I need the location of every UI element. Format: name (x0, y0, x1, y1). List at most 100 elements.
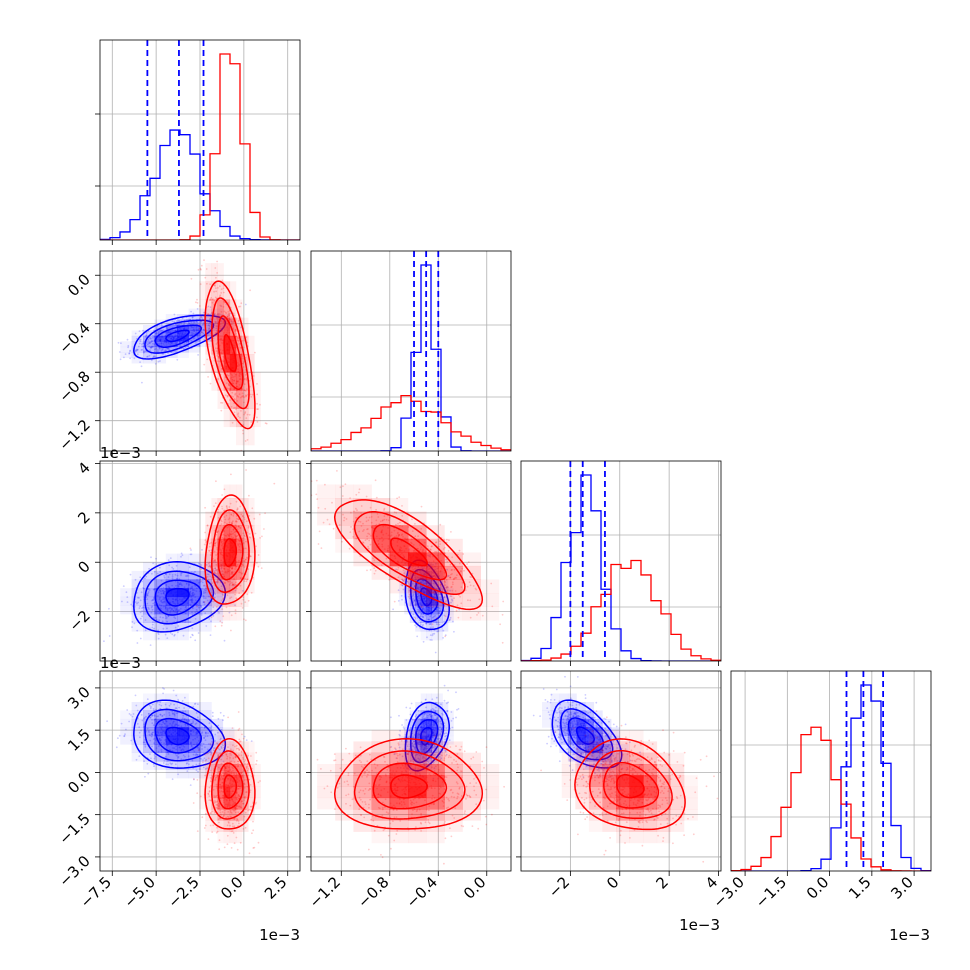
scatter-point (242, 537, 245, 539)
density-cell (217, 335, 224, 355)
density-cell (165, 735, 178, 745)
scatter-point (360, 525, 363, 527)
density-cell (442, 579, 449, 589)
density-cell (188, 314, 201, 320)
scatter-point (205, 731, 207, 734)
scatter-point (425, 580, 428, 582)
scatter-point (196, 779, 199, 781)
scatter-point (222, 815, 225, 818)
scatter-point (139, 605, 142, 608)
scatter-point (141, 345, 144, 348)
scatter-point (369, 543, 372, 546)
scatter-point (432, 626, 434, 629)
scatter-point (204, 276, 207, 279)
scatter-point (242, 596, 245, 599)
density-cell (211, 525, 218, 540)
scatter-point (225, 514, 228, 517)
scatter-point (136, 723, 139, 725)
scatter-point (245, 791, 248, 793)
scatter-point (202, 601, 205, 603)
scatter-point (175, 694, 178, 697)
scatter-point (206, 767, 209, 770)
scatter-point (215, 580, 217, 583)
scatter-point (432, 606, 434, 608)
scatter-point (202, 601, 205, 604)
scatter-point (366, 528, 368, 531)
scatter-point (451, 586, 453, 588)
scatter-point (228, 506, 231, 508)
scatter-point (434, 550, 436, 553)
density-cell (131, 622, 144, 632)
scatter-point (207, 569, 209, 572)
scatter-point (449, 563, 452, 566)
scatter-point (214, 800, 216, 802)
scatter-point (166, 617, 168, 619)
scatter-point (220, 310, 223, 313)
scatter-point (180, 574, 182, 577)
scatter-point (402, 569, 405, 572)
scatter-point (236, 528, 239, 531)
scatter-point (121, 600, 123, 603)
density-cell (205, 579, 212, 594)
scatter-point (256, 408, 258, 410)
density-cell (217, 593, 224, 607)
scatter-point (450, 531, 452, 533)
density-cell (408, 565, 427, 580)
scatter-point (226, 580, 229, 583)
scatter-point (235, 756, 238, 759)
scatter-point (133, 357, 136, 360)
scatter-point (190, 722, 192, 725)
density-cell (236, 538, 243, 553)
scatter-point (138, 330, 141, 333)
scatter-point (234, 330, 237, 333)
scatter-point (244, 395, 247, 398)
scatter-point (235, 744, 238, 747)
scatter-point (408, 593, 411, 596)
scatter-point (166, 620, 169, 623)
scatter-point (177, 698, 180, 701)
scatter-point (173, 633, 176, 636)
scatter-point (381, 519, 384, 522)
scatter-point (193, 321, 196, 324)
scatter-point (501, 641, 504, 644)
density-cell (188, 622, 201, 632)
scatter-point (171, 575, 174, 578)
scatter-point (215, 332, 218, 335)
scatter-point (383, 518, 386, 521)
scatter-point (150, 556, 152, 559)
scatter-point (136, 642, 139, 644)
scatter-point (318, 530, 321, 533)
scatter-point (222, 287, 225, 290)
scatter-point (227, 383, 230, 386)
scatter-point (452, 583, 454, 586)
scatter-point (230, 812, 233, 814)
scatter-point (198, 606, 200, 609)
scatter-point (232, 749, 234, 752)
scatter-point (242, 394, 244, 397)
scatter-point (188, 763, 190, 765)
scatter-point (200, 732, 203, 735)
scatter-point (173, 703, 176, 706)
scatter-point (195, 763, 198, 766)
density-cell (248, 408, 255, 428)
density-cell (426, 614, 432, 623)
scatter-point (211, 299, 214, 301)
scatter-point (230, 830, 233, 833)
scatter-point (223, 516, 226, 518)
scatter-point (146, 602, 149, 605)
scatter-point (231, 822, 234, 825)
scatter-point (168, 564, 171, 567)
density-cell (131, 752, 144, 762)
scatter-point (205, 564, 208, 566)
scatter-point (341, 540, 343, 543)
scatter-point (151, 340, 154, 342)
scatter-point (233, 842, 236, 845)
scatter-point (214, 610, 216, 613)
scatter-point (242, 541, 245, 544)
scatter-point (182, 754, 185, 757)
scatter-point (214, 593, 217, 595)
density-cell (177, 579, 189, 589)
scatter-point (189, 784, 192, 786)
scatter-point (202, 311, 205, 314)
scatter-point (145, 715, 147, 718)
